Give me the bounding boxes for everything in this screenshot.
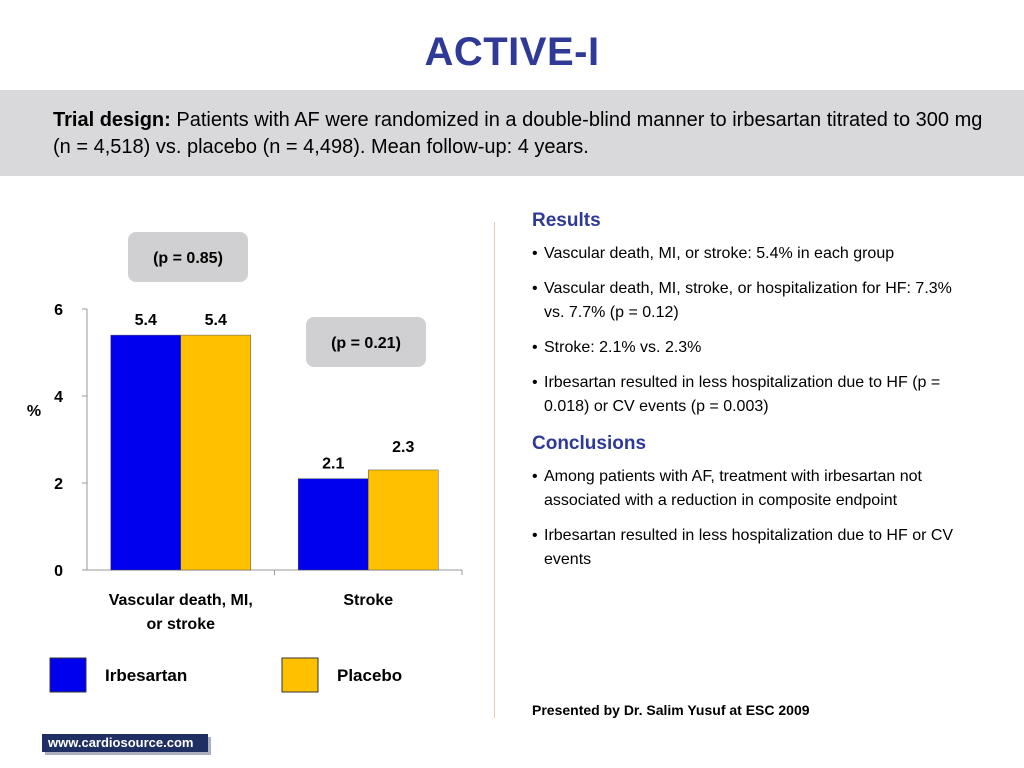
conclusions-heading: Conclusions — [532, 433, 647, 454]
bullet-marker: • — [532, 374, 538, 391]
legend-label: Irbesartan — [105, 666, 187, 685]
bar-irbesartan — [110, 334, 181, 571]
result-item: • Vascular death, MI, stroke, or hospital… — [532, 277, 962, 325]
data-label: 2.3 — [392, 439, 414, 456]
results-heading: Results — [532, 210, 601, 231]
trial-design-band — [0, 90, 1024, 176]
result-item-text: Stroke: 2.1% vs. 2.3% — [544, 339, 702, 356]
result-item-text: Irbesartan resulted in less hospitalizat… — [544, 374, 941, 415]
footer-url[interactable]: www.cardiosource.com — [42, 734, 208, 752]
data-label: 5.4 — [135, 312, 157, 329]
bar-placebo — [180, 334, 251, 571]
y-axis-label: % — [27, 403, 41, 420]
conclusion-item: • Irbesartan resulted in less hospitaliza… — [532, 524, 962, 572]
bullet-marker: • — [532, 245, 538, 262]
findings-panel: Results • Vascular death, MI, or stroke: … — [532, 210, 962, 583]
legend-label: Placebo — [337, 666, 402, 685]
conclusions-list: • Among patients with AF, treatment with … — [532, 465, 962, 572]
column-divider — [494, 222, 495, 718]
conclusion-item-text: Among patients with AF, treatment with i… — [544, 468, 922, 509]
result-item: • Irbesartan resulted in less hospitaliza… — [532, 371, 962, 419]
y-tick-label: 6 — [54, 302, 63, 319]
y-tick-label: 4 — [54, 389, 63, 406]
result-item: • Stroke: 2.1% vs. 2.3% — [532, 336, 962, 360]
conclusion-item-text: Irbesartan resulted in less hospitalizat… — [544, 527, 954, 568]
p-value-callout: (p = 0.85) — [153, 250, 223, 267]
result-item: • Vascular death, MI, or stroke: 5.4% in … — [532, 242, 962, 266]
results-list: • Vascular death, MI, or stroke: 5.4% in … — [532, 242, 962, 419]
bar-irbesartan — [298, 478, 369, 571]
presented-by: Presented by Dr. Salim Yusuf at ESC 2009 — [532, 702, 810, 718]
p-value-callout-box — [128, 232, 248, 282]
result-item-text: Vascular death, MI, or stroke: 5.4% in e… — [544, 245, 895, 262]
bullet-marker: • — [532, 468, 538, 485]
bullet-marker: • — [532, 339, 538, 356]
bullet-marker: • — [532, 280, 538, 297]
result-item-text: Vascular death, MI, stroke, or hospitali… — [544, 280, 952, 321]
trial-design-text: Patients with AF were randomized in a do… — [53, 109, 983, 158]
x-category-label: or stroke — [147, 616, 216, 633]
bar-placebo — [368, 469, 439, 571]
data-label: 5.4 — [205, 312, 227, 329]
bar-chart: 0 2 4 6% 5.4 5.4 Vascular death, MI, or stroke 2… — [27, 232, 463, 693]
y-tick-label: 2 — [54, 476, 63, 493]
p-value-callout: (p = 0.21) — [331, 335, 401, 352]
data-label: 2.1 — [322, 456, 344, 473]
conclusion-item: • Among patients with AF, treatment with … — [532, 465, 962, 513]
legend-swatch-placebo — [281, 657, 319, 693]
trial-design: Trial design: Patients with AF were rand… — [53, 107, 983, 161]
page-title: ACTIVE-I — [424, 30, 600, 74]
legend-swatch-irbesartan — [49, 657, 87, 693]
x-category-label: Stroke — [343, 592, 393, 609]
bullet-marker: • — [532, 527, 538, 544]
x-category-label: Vascular death, MI, — [109, 592, 253, 609]
p-value-callout-box — [306, 317, 426, 367]
y-tick-label: 0 — [54, 563, 63, 580]
trial-design-label: Trial design: — [53, 109, 171, 131]
